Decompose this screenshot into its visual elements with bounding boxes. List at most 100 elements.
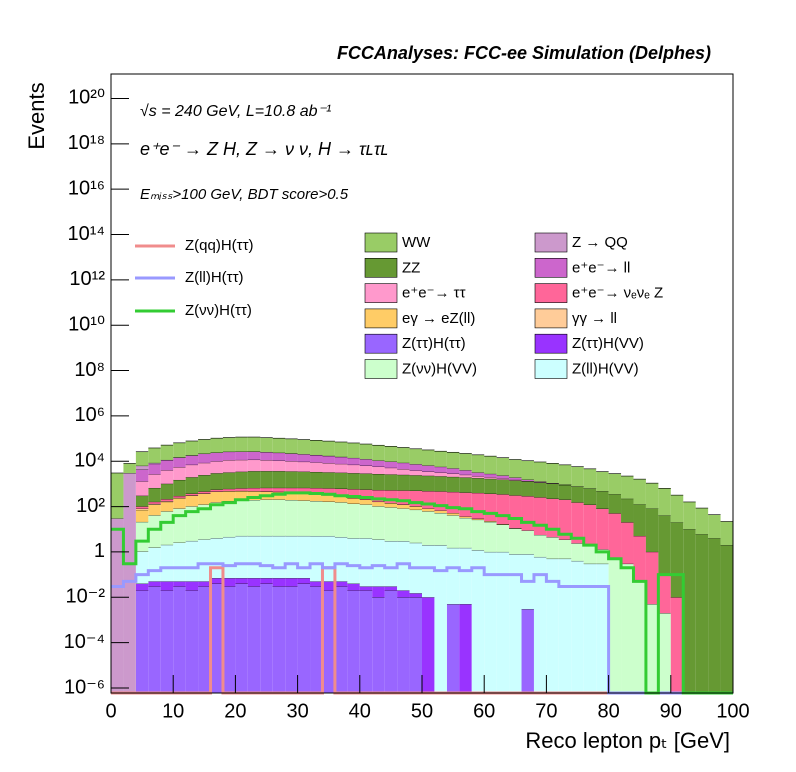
bar [372, 490, 385, 502]
bar [347, 590, 360, 693]
bar [185, 590, 199, 693]
bar [322, 581, 335, 591]
bar [608, 494, 622, 514]
bar [123, 473, 136, 693]
bar [135, 590, 149, 693]
bar [322, 455, 335, 464]
bar [496, 479, 510, 495]
bar [198, 491, 211, 494]
bar [210, 489, 223, 492]
bar [521, 496, 534, 531]
bar [135, 583, 149, 591]
bar [484, 521, 497, 522]
bar [322, 472, 335, 489]
bar [198, 462, 211, 476]
bar [509, 480, 522, 496]
y-tick-label: 10⁻⁶ [64, 676, 105, 698]
bar [546, 498, 559, 538]
signal-line [111, 491, 733, 695]
legend-swatch [534, 308, 568, 329]
bar [148, 581, 161, 587]
bar [434, 513, 447, 546]
bar [222, 501, 236, 537]
bar [160, 460, 174, 471]
bar [285, 487, 298, 493]
bar [222, 586, 236, 693]
bar [496, 494, 510, 525]
bar [533, 482, 547, 498]
bar [558, 499, 572, 540]
bar [148, 474, 161, 488]
bar [185, 477, 199, 494]
bar [397, 469, 410, 475]
bar [608, 513, 622, 559]
bar [285, 535, 298, 579]
x-tick-label: 50 [411, 700, 433, 722]
bar [384, 461, 398, 468]
bar [247, 578, 261, 587]
legend-swatch [534, 333, 568, 354]
histogram-stack [111, 436, 733, 693]
bar [509, 528, 522, 555]
bar [683, 501, 696, 530]
bar [222, 536, 236, 579]
bar [397, 474, 410, 491]
bar [521, 479, 534, 482]
bar [210, 578, 223, 584]
bar [496, 524, 510, 552]
bar [571, 466, 584, 487]
bar [173, 586, 186, 693]
bar [160, 483, 174, 500]
bar [160, 590, 174, 693]
bar [621, 563, 634, 693]
legend-swatch [534, 257, 568, 278]
y-tick-label: 10¹² [69, 268, 105, 290]
bar [322, 463, 335, 473]
bar [633, 479, 646, 505]
bar [471, 519, 485, 551]
bar [471, 550, 485, 693]
bar [621, 522, 634, 564]
bar [210, 502, 223, 539]
bar [658, 488, 671, 516]
bar [509, 477, 522, 480]
bar [533, 481, 547, 483]
bar [235, 451, 248, 460]
bar [285, 471, 298, 488]
bar [471, 492, 485, 519]
bar [409, 593, 422, 598]
legend-swatch [534, 232, 568, 253]
bar [247, 451, 261, 460]
bar [198, 586, 211, 693]
bar [384, 446, 398, 462]
bar [135, 481, 149, 496]
bar [285, 586, 298, 693]
bar [310, 581, 323, 587]
bar [173, 581, 186, 587]
y-tick-label: 1 [94, 540, 105, 562]
bar [372, 460, 385, 467]
bar [247, 471, 261, 488]
bar [409, 506, 422, 510]
bar [173, 508, 186, 543]
bar [322, 441, 335, 456]
bar [297, 454, 311, 462]
bar [285, 578, 298, 587]
bar [297, 578, 311, 584]
bar [285, 461, 298, 472]
bar [148, 515, 161, 548]
bar [422, 508, 435, 512]
bar [633, 504, 646, 536]
legend-label: Z(ττ)H(ττ) [402, 335, 466, 352]
bar [260, 437, 273, 453]
bar [359, 444, 373, 460]
bar [384, 474, 398, 491]
bar [708, 514, 721, 539]
bar [608, 473, 622, 495]
bar [533, 461, 547, 482]
bar [222, 437, 236, 452]
bar [285, 453, 298, 462]
bar [434, 491, 447, 511]
bar [372, 586, 385, 598]
bar [409, 464, 422, 471]
